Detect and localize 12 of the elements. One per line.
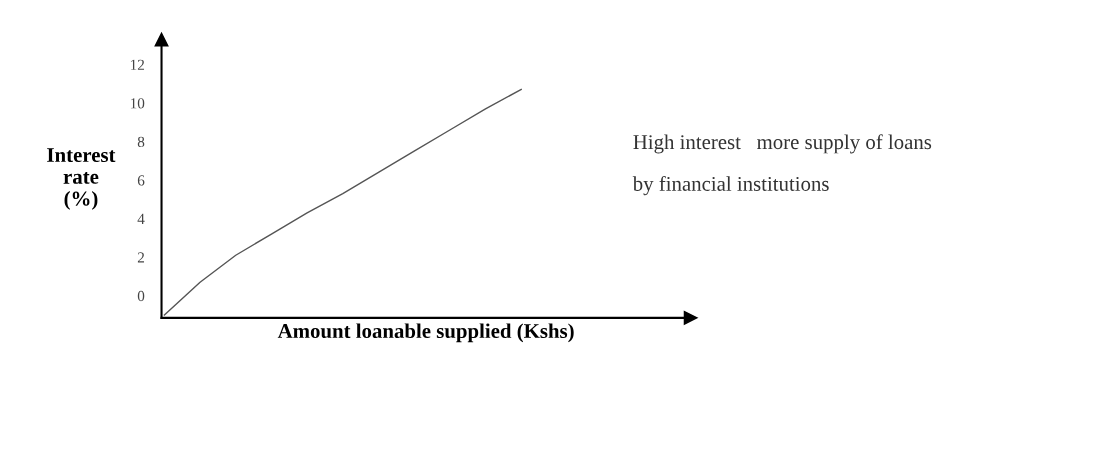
y-tick-label: 12	[130, 59, 145, 70]
y-tick-label: 0	[137, 290, 145, 302]
y-tick-label: 4	[137, 213, 145, 224]
y-tick-label: 6	[137, 175, 145, 186]
y-tick-label: 8	[137, 136, 145, 147]
annotation: by financial institutions	[632, 176, 829, 196]
y-tick-label: 10	[130, 98, 145, 109]
y-tick-label: 2	[137, 252, 145, 263]
y-axis-title: Interest rate (%)	[47, 148, 116, 210]
line-series	[163, 88, 522, 316]
annotation: High interest more supply of loans	[633, 134, 932, 154]
x-axis-title: Amount loanable supplied (Kshs)	[277, 323, 574, 343]
